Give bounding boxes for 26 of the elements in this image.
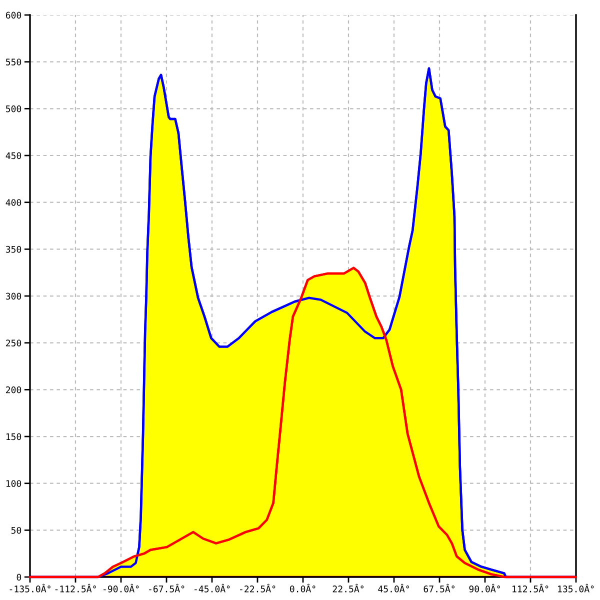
x-tick-label: -45.0Â° [194, 584, 230, 592]
y-tick-label: 400 [6, 199, 22, 206]
x-tick-label: 67.5Â° [424, 584, 454, 592]
y-tick-label: 500 [6, 105, 22, 112]
x-tick-label: 90.0Â° [469, 584, 500, 592]
x-tick-label: 45.0Â° [378, 584, 409, 592]
x-tick-label: -112.5Â° [55, 584, 96, 592]
y-tick-label: 150 [6, 433, 22, 440]
x-tick-label: -135.0Â° [10, 584, 50, 592]
y-tick-label: 600 [6, 12, 22, 19]
y-tick-label: 200 [6, 386, 22, 394]
x-tick-label: -67.5Â° [149, 584, 184, 592]
y-tick-label: 300 [6, 292, 22, 300]
x-tick-label: 135.0Â° [558, 584, 594, 592]
y-tick-label: 250 [6, 340, 22, 346]
x-tick-label: 112.5Â° [512, 584, 548, 592]
x-tick-label: -90.0Â° [104, 584, 139, 592]
y-tick-label: 450 [6, 152, 22, 160]
x-tick-label: 0.0Â° [290, 584, 316, 592]
y-tick-label: 550 [6, 58, 22, 66]
y-tick-label: 100 [6, 480, 22, 487]
y-tick-label: 50 [11, 526, 22, 534]
y-tick-label: 0 [16, 574, 22, 581]
x-tick-label: -22.5Â° [240, 584, 276, 592]
x-tick-label: 22.5Â° [332, 584, 364, 592]
y-tick-label: 350 [6, 246, 22, 253]
